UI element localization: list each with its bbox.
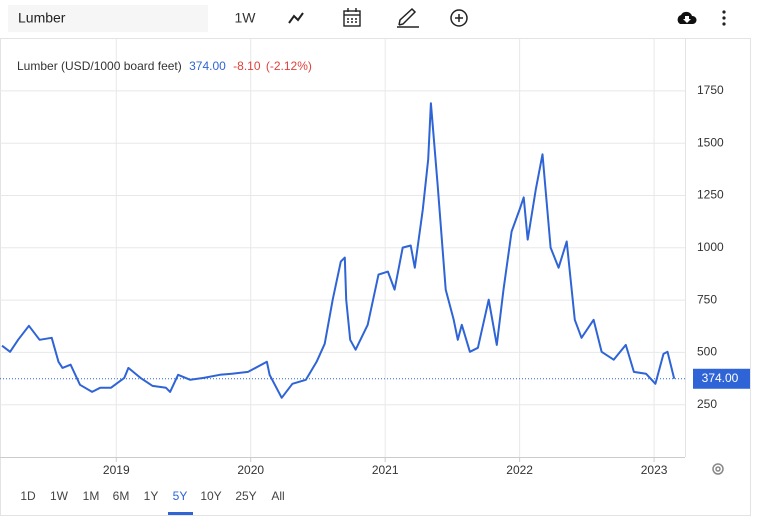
x-tick-label: 2020 — [237, 463, 264, 477]
range-button[interactable]: 10Y — [200, 489, 221, 503]
search-text: Lumber — [18, 10, 66, 26]
range-button[interactable]: 6M — [113, 489, 130, 503]
range-button[interactable]: 1M — [83, 489, 100, 503]
last-price-label: 374.00 — [702, 371, 739, 385]
x-tick-label: 2023 — [641, 463, 668, 477]
range-button[interactable]: 1W — [50, 489, 69, 503]
range-button[interactable]: 25Y — [235, 489, 256, 503]
interval-button[interactable]: 1W — [235, 10, 257, 26]
settings-icon[interactable] — [712, 463, 724, 475]
active-range-underline — [168, 512, 193, 515]
change-percent: (-2.12%) — [266, 59, 312, 73]
draw-icon[interactable] — [397, 7, 419, 28]
y-tick-label: 1500 — [697, 135, 724, 149]
price-line — [1, 102, 676, 399]
change: -8.10 — [233, 59, 261, 73]
y-tick-label: 750 — [697, 292, 717, 306]
chart-header: Lumber (USD/1000 board feet) 374.00 -8.1… — [17, 59, 312, 73]
chart-type-icon[interactable] — [288, 12, 304, 24]
y-tick-label: 1000 — [697, 240, 724, 254]
calendar-icon[interactable] — [343, 8, 361, 27]
range-button[interactable]: 1Y — [144, 489, 159, 503]
y-tick-label: 250 — [697, 397, 717, 411]
add-icon[interactable] — [450, 9, 468, 27]
range-button[interactable]: 1D — [20, 489, 36, 503]
range-button[interactable]: 5Y — [173, 489, 188, 503]
grid — [0, 38, 685, 457]
x-tick-label: 2019 — [103, 463, 130, 477]
x-tick-label: 2021 — [372, 463, 399, 477]
y-tick-label: 1250 — [697, 188, 724, 202]
range-bar: 1D 1W 1M 6M 1Y 5Y 10Y 25Y All — [20, 489, 285, 515]
download-icon[interactable] — [677, 11, 697, 24]
last-price-box — [693, 368, 750, 389]
plot — [0, 102, 685, 399]
chart-title: Lumber (USD/1000 board feet) — [17, 59, 182, 73]
x-tick-label: 2022 — [506, 463, 533, 477]
y-tick-label: 500 — [697, 345, 717, 359]
y-tick-label: 1750 — [697, 83, 724, 97]
chart-frame — [0, 38, 751, 516]
last-price: 374.00 — [189, 59, 226, 73]
menu-icon[interactable] — [722, 10, 726, 26]
search-box[interactable] — [8, 5, 208, 32]
range-button[interactable]: All — [271, 489, 284, 503]
